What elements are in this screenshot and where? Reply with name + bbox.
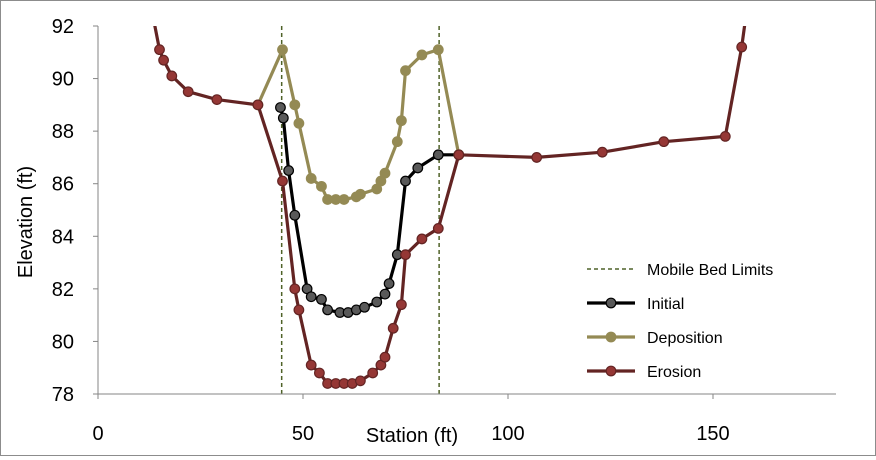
y-tick-label: 84 (52, 226, 74, 248)
deposition-point (338, 194, 350, 205)
erosion-point (396, 299, 407, 311)
x-axis-title: Station (ft) (366, 425, 458, 447)
deposition-point (277, 44, 288, 56)
erosion-point (736, 41, 748, 53)
y-tick-label: 86 (52, 174, 74, 196)
erosion-point (379, 351, 391, 363)
erosion-point (289, 283, 301, 295)
erosion-point (355, 375, 366, 387)
erosion-point (432, 222, 444, 234)
deposition-point (432, 44, 444, 56)
plot-marks (153, 26, 748, 394)
deposition-point (289, 99, 301, 111)
initial-point (432, 149, 444, 161)
axes: 78 80 82 84 86 88 90 92 0 50 100 150 (52, 16, 836, 445)
erosion-point (400, 249, 411, 261)
initial-point (277, 112, 289, 124)
x-tick-label: 150 (696, 423, 729, 445)
legend-deposition-label: Deposition (647, 330, 723, 347)
erosion-point (182, 86, 194, 98)
initial-point (316, 293, 327, 305)
legend-erosion-label: Erosion (647, 364, 701, 381)
deposition-point (396, 115, 407, 127)
legend-mobile-bed-limits-label: Mobile Bed Limits (647, 262, 773, 279)
erosion-point (166, 70, 178, 82)
erosion-point (453, 149, 465, 161)
y-axis-title: Elevation (ft) (15, 166, 37, 278)
legend-erosion-marker (605, 365, 617, 377)
initial-point (379, 288, 391, 300)
initial-point (305, 291, 317, 303)
legend-deposition-marker (605, 331, 617, 343)
legend: Mobile Bed Limits Initial Deposition Erosio… (587, 262, 773, 381)
erosion-point (658, 136, 670, 148)
erosion-point (293, 304, 305, 316)
erosion-point (305, 359, 317, 371)
deposition-point (400, 65, 411, 77)
erosion-point (416, 233, 428, 245)
erosion-point (719, 130, 731, 142)
erosion-point (367, 367, 379, 379)
deposition-point (355, 188, 366, 200)
initial-point (359, 301, 370, 313)
initial-series-line (278, 107, 459, 315)
y-tick-label: 80 (52, 331, 74, 353)
y-tick-label: 82 (52, 279, 74, 301)
initial-point (371, 296, 383, 308)
x-tick-label: 0 (92, 423, 103, 445)
initial-point (400, 175, 411, 187)
erosion-series-line (153, 26, 747, 386)
erosion-point (252, 99, 264, 111)
erosion-point (158, 54, 170, 66)
y-tick-label: 92 (52, 16, 74, 38)
initial-point (412, 162, 424, 174)
erosion-point (277, 175, 288, 187)
initial-point (289, 209, 301, 221)
deposition-point (416, 49, 428, 61)
erosion-point (211, 94, 223, 105)
legend-initial-label: Initial (647, 296, 684, 313)
erosion-point (531, 152, 543, 163)
deposition-point (293, 117, 305, 129)
initial-point (383, 278, 395, 290)
x-tick-label: 50 (292, 423, 314, 445)
legend-initial-marker (605, 297, 617, 309)
initial-point (322, 304, 334, 316)
y-tick-label: 90 (52, 69, 74, 91)
deposition-point (316, 180, 327, 192)
x-tick-label: 100 (491, 423, 524, 445)
deposition-point (391, 136, 403, 148)
y-tick-label: 78 (52, 384, 74, 406)
y-tick-label: 88 (52, 121, 74, 143)
erosion-point (314, 367, 325, 379)
deposition-point (305, 173, 317, 184)
deposition-point (379, 167, 391, 179)
initial-point (275, 102, 286, 113)
erosion-point (596, 146, 608, 158)
initial-point (283, 165, 295, 176)
erosion-point (387, 322, 399, 334)
erosion-point (154, 44, 165, 56)
